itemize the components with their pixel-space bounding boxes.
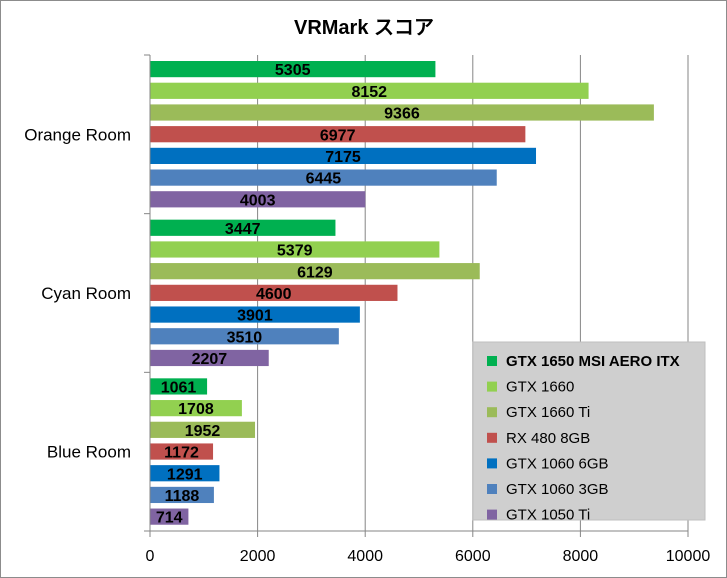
x-tick-label: 0 [146, 548, 155, 565]
data-label: 5379 [277, 243, 313, 260]
data-label: 5305 [275, 62, 311, 79]
bar [150, 61, 436, 78]
bar [150, 328, 339, 345]
bar [150, 400, 242, 417]
x-tick-label: 6000 [455, 548, 491, 565]
bar [150, 284, 398, 301]
data-label: 6977 [320, 127, 356, 144]
legend-label: GTX 1660 Ti [506, 404, 590, 421]
axes: 0 2000 4000 6000 8000 10000 Orange Room Cyan Ro… [24, 54, 711, 565]
bar [150, 486, 214, 504]
data-label: 6129 [297, 264, 333, 281]
data-label: 9366 [384, 106, 420, 123]
legend-swatch [487, 509, 497, 520]
bar [150, 104, 654, 121]
category-label: Cyan Room [41, 284, 131, 303]
bar [150, 306, 360, 323]
legend-label: GTX 1660 [506, 379, 574, 396]
data-label: 2207 [192, 351, 228, 368]
legend-label: GTX 1050 Ti [506, 507, 590, 524]
bar [150, 263, 480, 280]
data-label: 1188 [165, 488, 200, 505]
legend-swatch [487, 356, 497, 366]
bar [150, 443, 214, 460]
x-tick-label: 10000 [666, 548, 711, 565]
legend-label: GTX 1060 3GB [506, 481, 609, 498]
bars: 5305 8152 9366 6977 7175 6445 4003 3447 5379 6129… [150, 61, 654, 527]
chart-title: VRMark スコア [294, 17, 434, 39]
data-label: 1952 [185, 423, 221, 440]
data-label: 4003 [240, 192, 276, 209]
data-label: 1708 [178, 401, 214, 418]
bar [150, 82, 589, 99]
bar [150, 349, 269, 367]
bar [150, 126, 526, 143]
x-tick-label: 2000 [240, 548, 276, 565]
legend-label: GTX 1060 6GB [506, 455, 609, 472]
bar [150, 219, 336, 236]
category-label: Orange Room [24, 125, 131, 144]
data-label: 6445 [306, 171, 342, 188]
data-label: 3447 [225, 221, 261, 238]
data-label: 1061 [161, 380, 197, 397]
x-tick-label: 4000 [347, 548, 383, 565]
legend-label: RX 480 8GB [506, 430, 590, 447]
data-label: 4600 [256, 286, 292, 303]
data-label: 3901 [237, 308, 273, 325]
legend-swatch [487, 381, 497, 392]
legend-swatch [487, 407, 497, 418]
bar [150, 147, 537, 164]
bar [150, 378, 208, 395]
bar [150, 465, 220, 482]
legend-swatch [487, 484, 497, 494]
data-label: 1291 [167, 466, 203, 483]
legend-swatch [487, 432, 497, 443]
data-label: 7175 [325, 149, 361, 166]
data-label: 714 [156, 510, 183, 527]
legend: GTX 1650 MSI AERO ITX GTX 1660 GTX 1660 Ti… [472, 341, 706, 524]
category-label: Blue Room [47, 443, 131, 462]
bar [150, 191, 366, 208]
data-label: 3510 [227, 329, 263, 346]
legend-label: GTX 1650 MSI AERO ITX [506, 353, 680, 370]
data-label: 8152 [351, 84, 387, 101]
bar [150, 508, 189, 525]
data-label: 1172 [164, 445, 199, 462]
legend-swatch [487, 458, 497, 469]
bar [150, 421, 256, 438]
x-tick-label: 8000 [563, 548, 599, 565]
bar [150, 241, 440, 258]
legend-box [472, 341, 706, 521]
bar [150, 169, 497, 186]
